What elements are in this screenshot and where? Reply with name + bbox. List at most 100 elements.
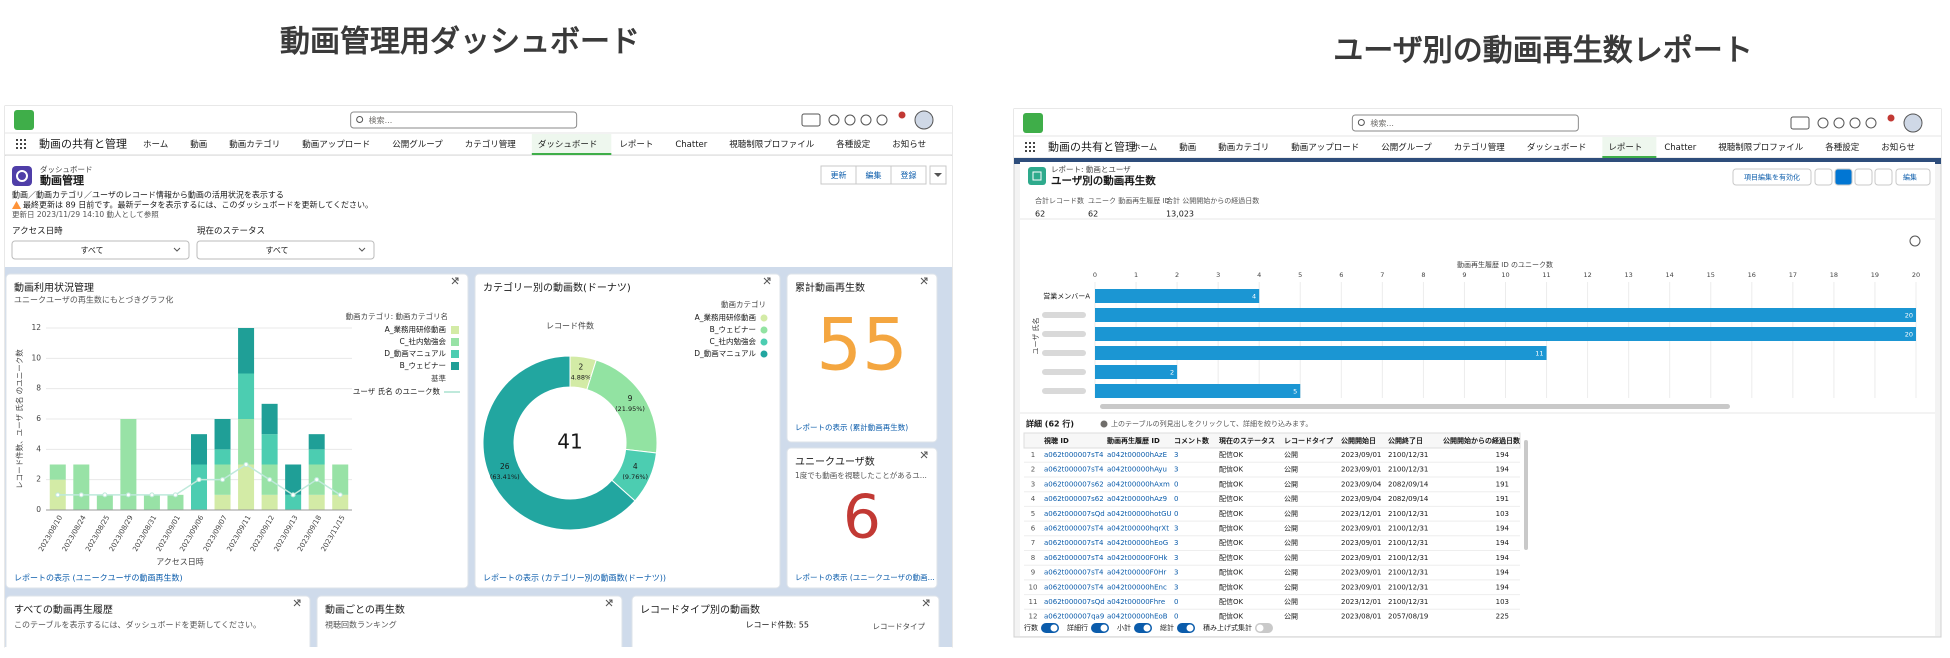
table-cell[interactable]: a062t000007sT4: [1044, 583, 1104, 591]
nav-item[interactable]: 動画: [1179, 142, 1196, 153]
table-cell[interactable]: a042t00000hEnc: [1107, 583, 1167, 591]
nav-item[interactable]: ホーム: [143, 140, 168, 150]
nav-item[interactable]: 各種設定: [836, 139, 871, 150]
expand-icon[interactable]: [763, 277, 771, 285]
nav-item[interactable]: 各種設定: [1825, 142, 1860, 153]
nav-item[interactable]: 動画アップロード: [1291, 142, 1359, 153]
report-link[interactable]: レポートの表示 (カテゴリー別の動画数(ドーナツ)): [483, 573, 666, 583]
header-icon[interactable]: [876, 114, 888, 126]
nav-item[interactable]: ホーム: [1132, 143, 1157, 153]
nav-item[interactable]: Chatter: [1664, 143, 1696, 153]
table-cell[interactable]: a042t00000hAz9: [1107, 495, 1167, 503]
nav-item[interactable]: 視聴制限プロファイル: [729, 139, 815, 150]
column-header[interactable]: 動画再生履歴 ID: [1107, 436, 1160, 445]
expand-icon[interactable]: [920, 277, 928, 285]
table-cell[interactable]: a042t00000hAzE: [1107, 451, 1167, 459]
column-header[interactable]: 現在のステータス: [1219, 436, 1275, 445]
bar[interactable]: [1095, 384, 1301, 398]
header-icon[interactable]: [828, 114, 840, 126]
table-cell[interactable]: a062t000007sT4: [1044, 451, 1104, 459]
nav-item[interactable]: 動画: [190, 139, 207, 150]
table-cell[interactable]: a062t000007s62: [1044, 495, 1104, 503]
bar[interactable]: [1095, 308, 1916, 322]
column-header[interactable]: 公開開始からの経過日数: [1443, 436, 1521, 445]
icon-button[interactable]: [1854, 168, 1873, 186]
nav-item[interactable]: 動画カテゴリ: [1218, 142, 1269, 153]
table-cell[interactable]: a042t00000hEoG: [1107, 539, 1168, 547]
report-link[interactable]: レポートの表示 (累計動画再生数): [795, 422, 908, 432]
nav-item[interactable]: 視聴制限プロファイル: [1718, 142, 1804, 153]
column-header[interactable]: 公開終了日: [1388, 436, 1423, 445]
header-button[interactable]: [1732, 168, 1812, 186]
header-button-label[interactable]: 更新: [831, 170, 847, 180]
table-cell[interactable]: a042t00000Fhre: [1107, 598, 1165, 606]
table-cell[interactable]: a042t00000hAyu: [1107, 466, 1167, 474]
header-icon[interactable]: [860, 114, 872, 126]
table-cell[interactable]: a062t000007sT4: [1044, 569, 1104, 577]
column-header[interactable]: 公開開始日: [1341, 436, 1376, 445]
column-header[interactable]: コメント数: [1174, 436, 1210, 445]
nav-item[interactable]: 動画カテゴリ: [229, 139, 280, 150]
bar[interactable]: [1095, 346, 1547, 360]
table-cell[interactable]: a062t000007sT4: [1044, 525, 1104, 533]
search-box[interactable]: [1351, 114, 1579, 132]
table-cell[interactable]: a062t000007qa9: [1044, 613, 1104, 621]
header-button-label[interactable]: 登録: [901, 170, 917, 180]
filter-dropdown[interactable]: [196, 240, 375, 260]
nav-item[interactable]: カテゴリ管理: [1454, 142, 1506, 153]
nav-item[interactable]: 動画アップロード: [302, 139, 370, 150]
table-cell[interactable]: a062t000007sT4: [1044, 554, 1104, 562]
nav-item[interactable]: お知らせ: [1881, 142, 1915, 153]
avatar[interactable]: [914, 110, 934, 130]
header-icon[interactable]: [1849, 117, 1861, 129]
header-button-label[interactable]: 項目編集を有効化: [1744, 173, 1800, 182]
bar[interactable]: [1095, 327, 1916, 341]
header-button-label[interactable]: 編集: [866, 170, 882, 180]
table-cell[interactable]: a062t000007sT4: [1044, 539, 1104, 547]
header-icon[interactable]: [1865, 117, 1877, 129]
nav-item[interactable]: 公開グループ: [392, 139, 443, 150]
header-button-label[interactable]: 編集: [1903, 173, 1917, 182]
icon-button[interactable]: [1834, 168, 1853, 186]
expand-icon[interactable]: [920, 451, 928, 459]
bar[interactable]: [1095, 365, 1178, 379]
nav-item[interactable]: ダッシュボード: [1527, 142, 1587, 153]
favorites-icon[interactable]: [1790, 116, 1810, 130]
nav-item[interactable]: カテゴリ管理: [465, 139, 517, 150]
column-header[interactable]: レコードタイプ: [1284, 436, 1334, 445]
expand-icon[interactable]: [451, 277, 459, 285]
header-icon[interactable]: [844, 114, 856, 126]
bar[interactable]: [1095, 289, 1260, 303]
filter-dropdown[interactable]: [11, 240, 190, 260]
nav-item[interactable]: お知らせ: [892, 139, 926, 150]
nav-item[interactable]: レポート: [619, 140, 653, 150]
table-cell[interactable]: a062t000007s62: [1044, 480, 1104, 488]
table-cell[interactable]: a062t000007sQd: [1044, 598, 1105, 606]
table-cell[interactable]: a042t00000F0Hr: [1107, 569, 1166, 577]
table-cell[interactable]: a062t000007sT4: [1044, 466, 1104, 474]
nav-item[interactable]: Chatter: [675, 140, 707, 150]
settings-icon[interactable]: [1909, 235, 1921, 247]
report-link[interactable]: レポートの表示 (ユニークユーザの動画...: [795, 572, 935, 582]
nav-item[interactable]: レポート: [1608, 143, 1642, 153]
column-header[interactable]: 視聴 ID: [1043, 436, 1069, 445]
table-cell[interactable]: a042t00000hotGU: [1107, 510, 1172, 518]
expand-icon[interactable]: [605, 599, 613, 607]
report-link[interactable]: レポートの表示 (ユニークユーザの動画再生数): [14, 573, 183, 583]
favorites-icon[interactable]: [801, 113, 821, 127]
table-cell[interactable]: a042t00000hEoB: [1107, 613, 1168, 621]
table-cell[interactable]: a042t00000hAxm: [1107, 480, 1170, 488]
expand-icon[interactable]: [922, 599, 930, 607]
expand-icon[interactable]: [293, 599, 301, 607]
icon-button[interactable]: [1874, 168, 1893, 186]
nav-item[interactable]: ダッシュボード: [538, 139, 598, 150]
header-icon[interactable]: [1833, 117, 1845, 129]
header-button[interactable]: [890, 165, 927, 185]
table-cell[interactable]: a062t000007sQd: [1044, 510, 1105, 518]
header-icon[interactable]: [1817, 117, 1829, 129]
table-cell[interactable]: a042t00000F0Hk: [1107, 554, 1168, 562]
avatar[interactable]: [1903, 113, 1923, 133]
header-button[interactable]: [1895, 168, 1931, 186]
nav-item[interactable]: 公開グループ: [1381, 142, 1432, 153]
search-box[interactable]: [350, 111, 578, 129]
